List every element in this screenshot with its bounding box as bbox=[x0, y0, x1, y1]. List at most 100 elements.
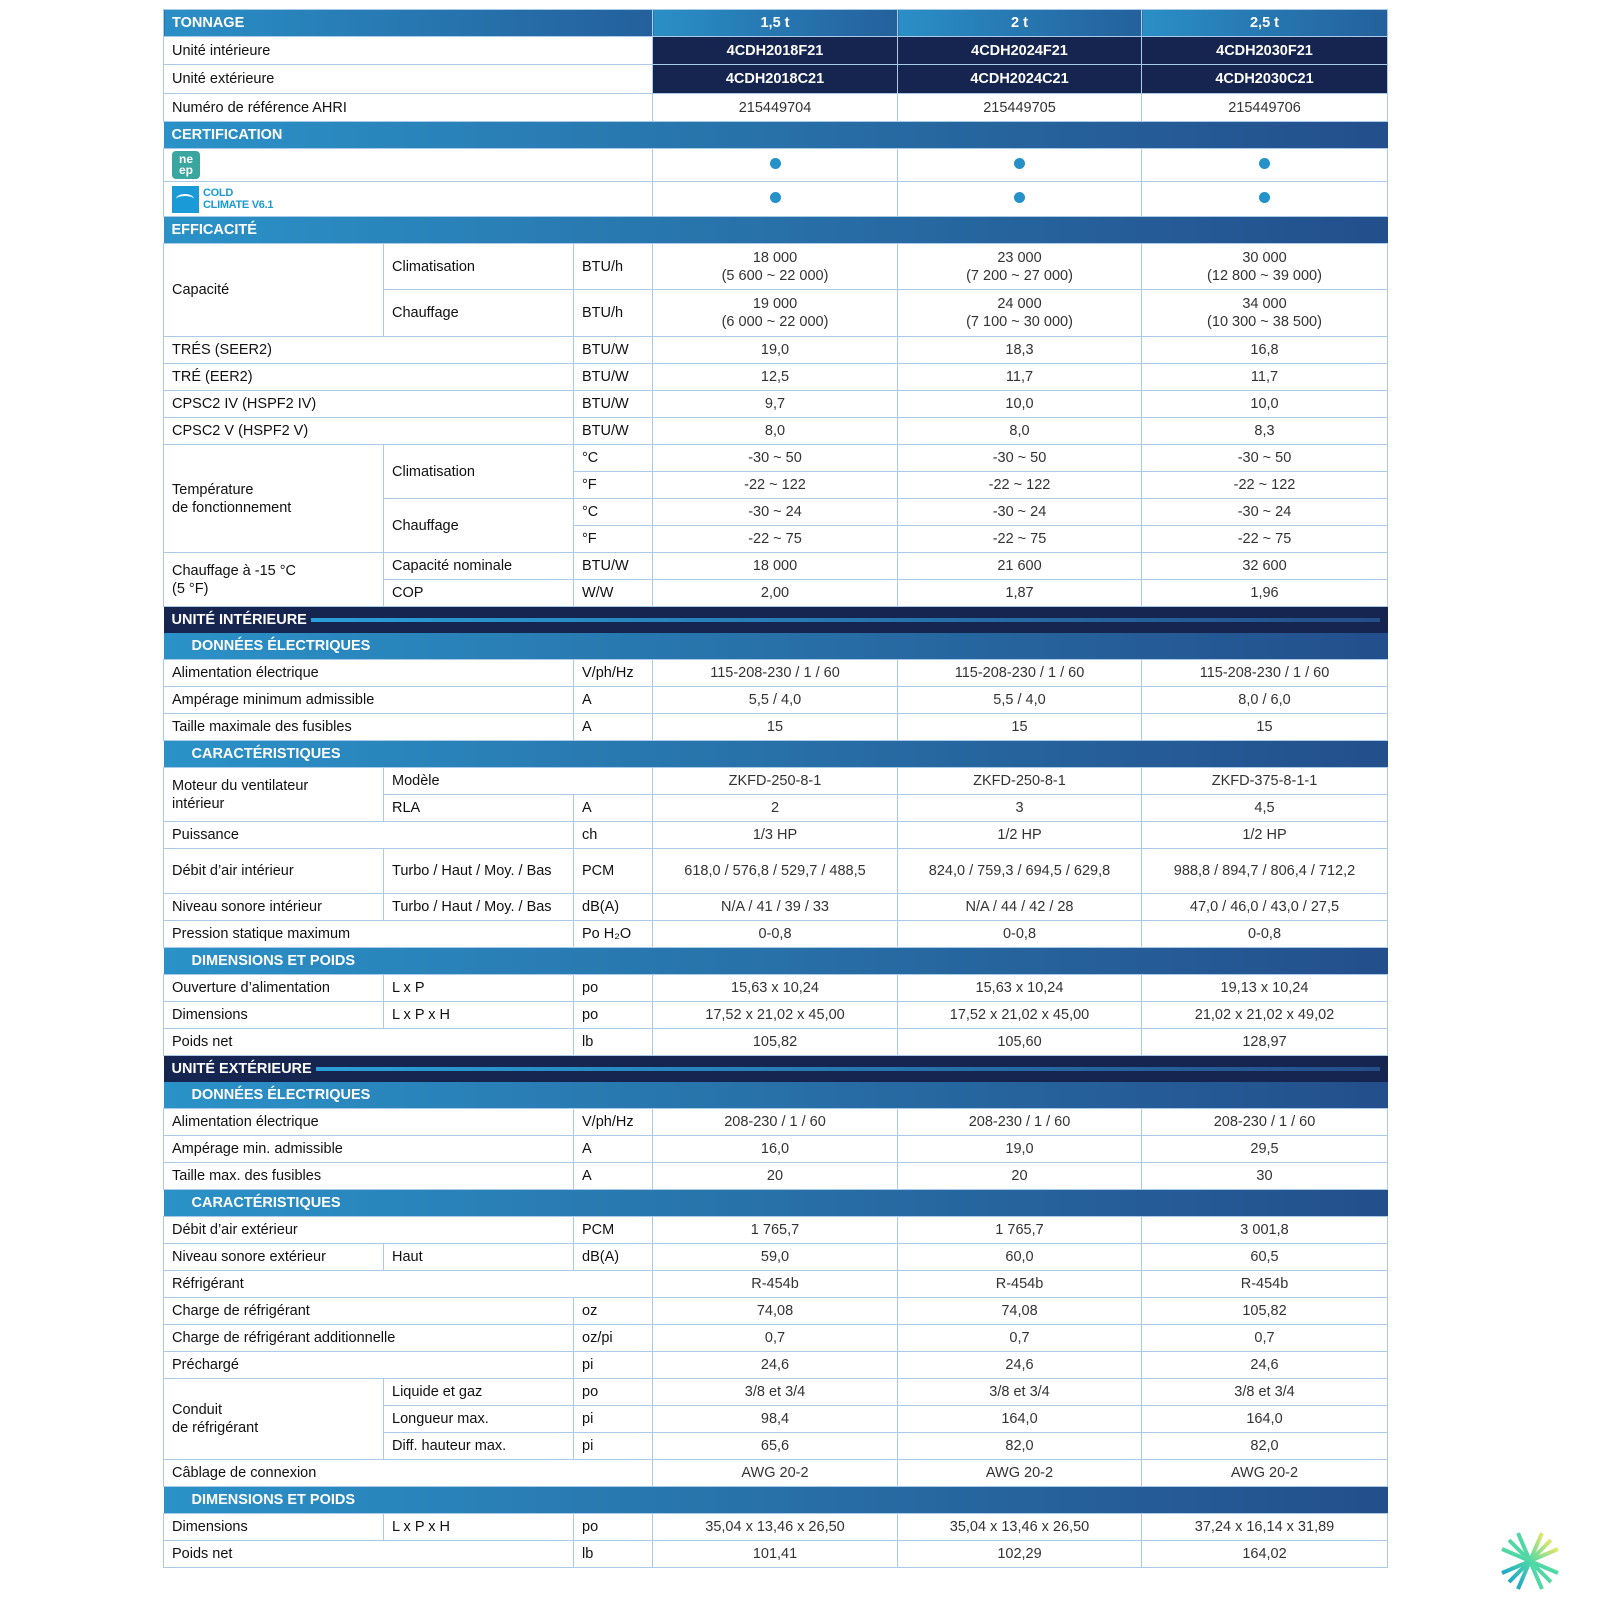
unit-cell: PCM bbox=[573, 1216, 653, 1244]
value-cell: -30 ~ 50 bbox=[1141, 444, 1388, 472]
unit-cell: lb bbox=[573, 1028, 653, 1056]
table-row: Débit d’air intérieur Turbo / Haut / Moy.… bbox=[163, 848, 1388, 894]
value-cell: 164,02 bbox=[1141, 1540, 1388, 1568]
value-cell: -30 ~ 24 bbox=[897, 498, 1142, 526]
table-row: Charge de réfrigérant oz 74,08 74,08 105,82 bbox=[163, 1297, 1388, 1325]
row-label: Liquide et gaz bbox=[383, 1378, 574, 1406]
row-label: Alimentation électrique bbox=[163, 659, 574, 687]
row-label: Réfrigérant bbox=[163, 1270, 653, 1298]
row-label: Poids net bbox=[163, 1028, 574, 1056]
table-row: Longueur max. pi 98,4 164,0 164,0 bbox=[164, 1405, 1388, 1433]
unit-cell: BTU/W bbox=[573, 417, 653, 445]
value-cell: 115-208-230 / 1 / 60 bbox=[1141, 659, 1388, 687]
certified-cell bbox=[1141, 148, 1388, 182]
unit-cell: V/ph/Hz bbox=[573, 1108, 653, 1136]
table-row: Niveau sonore intérieur Turbo / Haut / Mo… bbox=[163, 893, 1388, 921]
unit-cell: A bbox=[573, 686, 653, 714]
unit-cell: po bbox=[573, 1513, 653, 1541]
value-cell: 164,0 bbox=[1141, 1405, 1388, 1433]
unit-cell: po bbox=[573, 1001, 653, 1029]
table-row: Taille max. des fusibles A 20 20 30 bbox=[163, 1162, 1388, 1190]
value-cell: 208-230 / 1 / 60 bbox=[652, 1108, 898, 1136]
table-row: Chauffage BTU/h 19 000 (6 000 ~ 22 000) 24 … bbox=[164, 289, 1388, 337]
certified-cell bbox=[897, 148, 1142, 182]
value-cell: 215449705 bbox=[897, 93, 1142, 122]
value-cell: 208-230 / 1 / 60 bbox=[1141, 1108, 1388, 1136]
unit-cell: A bbox=[573, 713, 653, 741]
row-label: Charge de réfrigérant additionnelle bbox=[163, 1324, 574, 1352]
value-cell: 35,04 x 13,46 x 26,50 bbox=[897, 1513, 1142, 1541]
value-cell: AWG 20-2 bbox=[897, 1459, 1142, 1487]
value-cell: 824,0 / 759,3 / 694,5 / 629,8 bbox=[897, 848, 1142, 894]
unit-cell: ch bbox=[573, 821, 653, 849]
table-row: Niveau sonore extérieur Haut dB(A) 59,0 60,0… bbox=[163, 1243, 1388, 1271]
row-label: Ouverture d’alimentation bbox=[163, 974, 384, 1002]
value-cell: 0-0,8 bbox=[1141, 920, 1388, 948]
section-title-text: UNITÉ INTÉRIEURE bbox=[171, 612, 307, 628]
value-cell: -30 ~ 24 bbox=[652, 498, 898, 526]
row-label: Taille max. des fusibles bbox=[163, 1162, 574, 1190]
certified-dot-icon bbox=[769, 158, 781, 169]
table-row: Capacité Climatisation BTU/h 18 000 (5 600 … bbox=[163, 243, 1388, 337]
value-cell: 35,04 x 13,46 x 26,50 bbox=[652, 1513, 898, 1541]
row-label: L x P x H bbox=[383, 1513, 574, 1541]
unit-cell: BTU/W bbox=[573, 336, 653, 364]
row-label: Unité intérieure bbox=[163, 36, 653, 65]
row-label: TRÉ (EER2) bbox=[163, 363, 574, 391]
row-label: L x P x H bbox=[383, 1001, 574, 1029]
table-row: Numéro de référence AHRI 215449704 2154497… bbox=[163, 93, 1388, 122]
value-cell: 17,52 x 21,02 x 45,00 bbox=[897, 1001, 1142, 1029]
value-cell: 82,0 bbox=[1141, 1432, 1388, 1460]
row-label: Climatisation bbox=[383, 243, 574, 290]
table-row: ne ep bbox=[163, 148, 1388, 182]
row-label: Conduit de réfrigérant bbox=[163, 1378, 384, 1460]
unit-cell: po bbox=[573, 974, 653, 1002]
row-label: Turbo / Haut / Moy. / Bas bbox=[383, 848, 574, 894]
value-cell: 17,52 x 21,02 x 45,00 bbox=[652, 1001, 898, 1029]
value-cell: 215449704 bbox=[652, 93, 898, 122]
value-cell: 19,13 x 10,24 bbox=[1141, 974, 1388, 1002]
value-cell: 16,8 bbox=[1141, 336, 1388, 364]
energy-star-cold-climate-cell: COLD CLIMATE V6.1 bbox=[163, 181, 653, 217]
row-label: Poids net bbox=[163, 1540, 574, 1568]
table-row: Poids net lb 105,82 105,60 128,97 bbox=[163, 1028, 1388, 1056]
value-cell: 18 000 bbox=[652, 552, 898, 580]
row-label: RLA bbox=[383, 794, 574, 822]
row-label: Dimensions bbox=[163, 1513, 384, 1541]
row-label: Numéro de référence AHRI bbox=[163, 93, 653, 122]
brand-snowflake-logo bbox=[1500, 1531, 1560, 1591]
unit-cell: °F bbox=[573, 471, 653, 499]
value-cell: 8,0 bbox=[897, 417, 1142, 445]
table-row: COLD CLIMATE V6.1 bbox=[163, 181, 1388, 217]
value-cell: 115-208-230 / 1 / 60 bbox=[652, 659, 898, 687]
value-cell: 3/8 et 3/4 bbox=[897, 1378, 1142, 1406]
value-cell: -22 ~ 75 bbox=[652, 525, 898, 553]
section-title-text: UNITÉ EXTÉRIEURE bbox=[171, 1061, 312, 1077]
table-row: TRÉ (EER2) BTU/W 12,5 11,7 11,7 bbox=[163, 363, 1388, 391]
sub-header-row: DIMENSIONS ET POIDS bbox=[163, 947, 1388, 975]
spec-table: TONNAGE 1,5 t 2 t 2,5 t Unité intérieure… bbox=[163, 9, 1388, 1568]
row-label: Capacité nominale bbox=[383, 552, 574, 580]
certified-cell bbox=[652, 181, 898, 217]
table-row: Charge de réfrigérant additionnelle oz/pi… bbox=[163, 1324, 1388, 1352]
certified-dot-icon bbox=[1259, 192, 1270, 203]
row-label: Diff. hauteur max. bbox=[383, 1432, 574, 1460]
value-cell: ZKFD-250-8-1 bbox=[652, 767, 898, 795]
section-title: DONNÉES ÉLECTRIQUES bbox=[163, 633, 1388, 660]
row-label: Température de fonctionnement bbox=[163, 444, 384, 553]
row-label: TRÉS (SEER2) bbox=[163, 336, 574, 364]
row-label: Câblage de connexion bbox=[163, 1459, 653, 1487]
row-label: Puissance bbox=[163, 821, 574, 849]
value-cell: ZKFD-375-8-1-1 bbox=[1141, 767, 1388, 795]
value-cell: 8,0 / 6,0 bbox=[1141, 686, 1388, 714]
value-cell: 5,5 / 4,0 bbox=[897, 686, 1142, 714]
table-row: Unité intérieure 4CDH2018F21 4CDH2024F21 4C… bbox=[163, 36, 1388, 65]
row-label: Niveau sonore intérieur bbox=[163, 893, 384, 921]
unit-cell: dB(A) bbox=[573, 893, 653, 921]
value-cell: 15 bbox=[897, 713, 1142, 741]
row-label: Ampérage min. admissible bbox=[163, 1135, 574, 1163]
table-row: Ampérage minimum admissible A 5,5 / 4,0 5,5… bbox=[163, 686, 1388, 714]
certified-dot-icon bbox=[769, 192, 781, 203]
row-label: Unité extérieure bbox=[163, 64, 653, 94]
